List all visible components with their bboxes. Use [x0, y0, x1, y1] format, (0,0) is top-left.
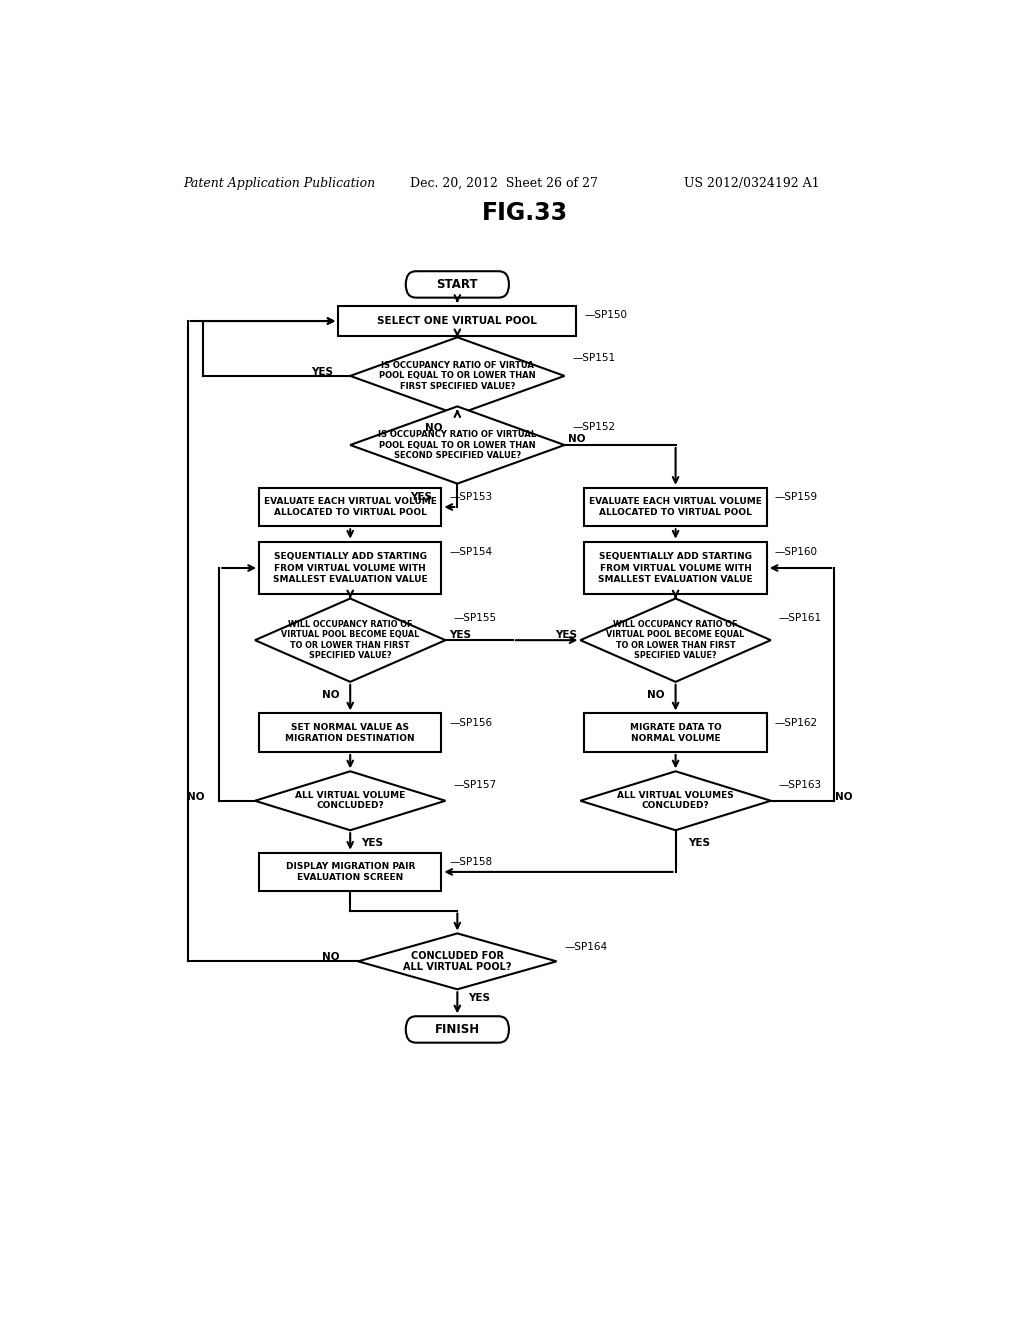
Text: NO: NO [647, 690, 665, 700]
FancyBboxPatch shape [338, 306, 577, 337]
Text: NO: NO [425, 422, 442, 433]
Polygon shape [255, 598, 445, 682]
Polygon shape [350, 407, 564, 483]
Text: NO: NO [567, 434, 585, 444]
Text: WILL OCCUPANCY RATIO OF
VIRTUAL POOL BECOME EQUAL
TO OR LOWER THAN FIRST
SPECIFI: WILL OCCUPANCY RATIO OF VIRTUAL POOL BEC… [606, 620, 744, 660]
Text: Dec. 20, 2012  Sheet 26 of 27: Dec. 20, 2012 Sheet 26 of 27 [410, 177, 598, 190]
Text: YES: YES [555, 630, 578, 640]
Text: YES: YES [361, 838, 383, 849]
Text: YES: YES [449, 630, 471, 640]
Text: YES: YES [311, 367, 334, 376]
Polygon shape [358, 933, 557, 989]
FancyBboxPatch shape [259, 487, 441, 527]
Polygon shape [581, 771, 771, 830]
Text: —SP157: —SP157 [454, 780, 497, 789]
Polygon shape [581, 598, 771, 682]
Text: —SP159: —SP159 [775, 492, 818, 502]
Text: EVALUATE EACH VIRTUAL VOLUME
ALLOCATED TO VIRTUAL POOL: EVALUATE EACH VIRTUAL VOLUME ALLOCATED T… [589, 496, 762, 517]
Text: —SP158: —SP158 [450, 857, 493, 867]
Text: —SP155: —SP155 [454, 612, 497, 623]
FancyBboxPatch shape [585, 541, 767, 594]
Text: —SP152: —SP152 [572, 421, 615, 432]
Text: SET NORMAL VALUE AS
MIGRATION DESTINATION: SET NORMAL VALUE AS MIGRATION DESTINATIO… [286, 722, 415, 743]
Text: YES: YES [688, 838, 711, 849]
Text: YES: YES [411, 492, 432, 502]
Text: NO: NO [186, 792, 204, 801]
FancyBboxPatch shape [585, 713, 767, 752]
FancyBboxPatch shape [259, 853, 441, 891]
Text: —SP163: —SP163 [778, 780, 822, 789]
Text: EVALUATE EACH VIRTUAL VOLUME
ALLOCATED TO VIRTUAL POOL: EVALUATE EACH VIRTUAL VOLUME ALLOCATED T… [264, 496, 436, 517]
Text: SEQUENTIALLY ADD STARTING
FROM VIRTUAL VOLUME WITH
SMALLEST EVALUATION VALUE: SEQUENTIALLY ADD STARTING FROM VIRTUAL V… [272, 552, 428, 583]
Text: MIGRATE DATA TO
NORMAL VOLUME: MIGRATE DATA TO NORMAL VOLUME [630, 722, 722, 743]
Text: NO: NO [836, 792, 853, 801]
Text: WILL OCCUPANCY RATIO OF
VIRTUAL POOL BECOME EQUAL
TO OR LOWER THAN FIRST
SPECIFI: WILL OCCUPANCY RATIO OF VIRTUAL POOL BEC… [281, 620, 420, 660]
Text: —SP161: —SP161 [778, 612, 822, 623]
Text: ALL VIRTUAL VOLUMES
CONCLUDED?: ALL VIRTUAL VOLUMES CONCLUDED? [617, 791, 734, 810]
Text: NO: NO [322, 690, 339, 700]
Text: —SP151: —SP151 [572, 352, 615, 363]
Text: Patent Application Publication: Patent Application Publication [183, 177, 376, 190]
Text: —SP160: —SP160 [775, 546, 818, 557]
FancyBboxPatch shape [259, 713, 441, 752]
Text: START: START [436, 279, 478, 290]
Text: IS OCCUPANCY RATIO OF VIRTUAL
POOL EQUAL TO OR LOWER THAN
SECOND SPECIFIED VALUE: IS OCCUPANCY RATIO OF VIRTUAL POOL EQUAL… [378, 430, 537, 459]
Text: SEQUENTIALLY ADD STARTING
FROM VIRTUAL VOLUME WITH
SMALLEST EVALUATION VALUE: SEQUENTIALLY ADD STARTING FROM VIRTUAL V… [598, 552, 753, 583]
Text: FINISH: FINISH [435, 1023, 480, 1036]
Polygon shape [255, 771, 445, 830]
Text: —SP154: —SP154 [450, 546, 493, 557]
Text: DISPLAY MIGRATION PAIR
EVALUATION SCREEN: DISPLAY MIGRATION PAIR EVALUATION SCREEN [286, 862, 415, 882]
Text: YES: YES [469, 993, 490, 1003]
Text: FIG.33: FIG.33 [481, 201, 568, 226]
Text: ALL VIRTUAL VOLUME
CONCLUDED?: ALL VIRTUAL VOLUME CONCLUDED? [295, 791, 406, 810]
Text: NO: NO [322, 952, 339, 962]
Text: SELECT ONE VIRTUAL POOL: SELECT ONE VIRTUAL POOL [378, 315, 538, 326]
Text: —SP162: —SP162 [775, 718, 818, 727]
FancyBboxPatch shape [406, 271, 509, 297]
Text: —SP156: —SP156 [450, 718, 493, 727]
FancyBboxPatch shape [259, 541, 441, 594]
FancyBboxPatch shape [406, 1016, 509, 1043]
FancyBboxPatch shape [585, 487, 767, 527]
Text: CONCLUDED FOR
ALL VIRTUAL POOL?: CONCLUDED FOR ALL VIRTUAL POOL? [403, 950, 512, 972]
Text: IS OCCUPANCY RATIO OF VIRTUA
POOL EQUAL TO OR LOWER THAN
FIRST SPECIFIED VALUE?: IS OCCUPANCY RATIO OF VIRTUA POOL EQUAL … [379, 360, 536, 391]
Text: —SP164: —SP164 [564, 942, 607, 952]
Polygon shape [350, 338, 564, 414]
Text: US 2012/0324192 A1: US 2012/0324192 A1 [684, 177, 819, 190]
Text: —SP150: —SP150 [585, 310, 628, 319]
Text: —SP153: —SP153 [450, 492, 493, 502]
